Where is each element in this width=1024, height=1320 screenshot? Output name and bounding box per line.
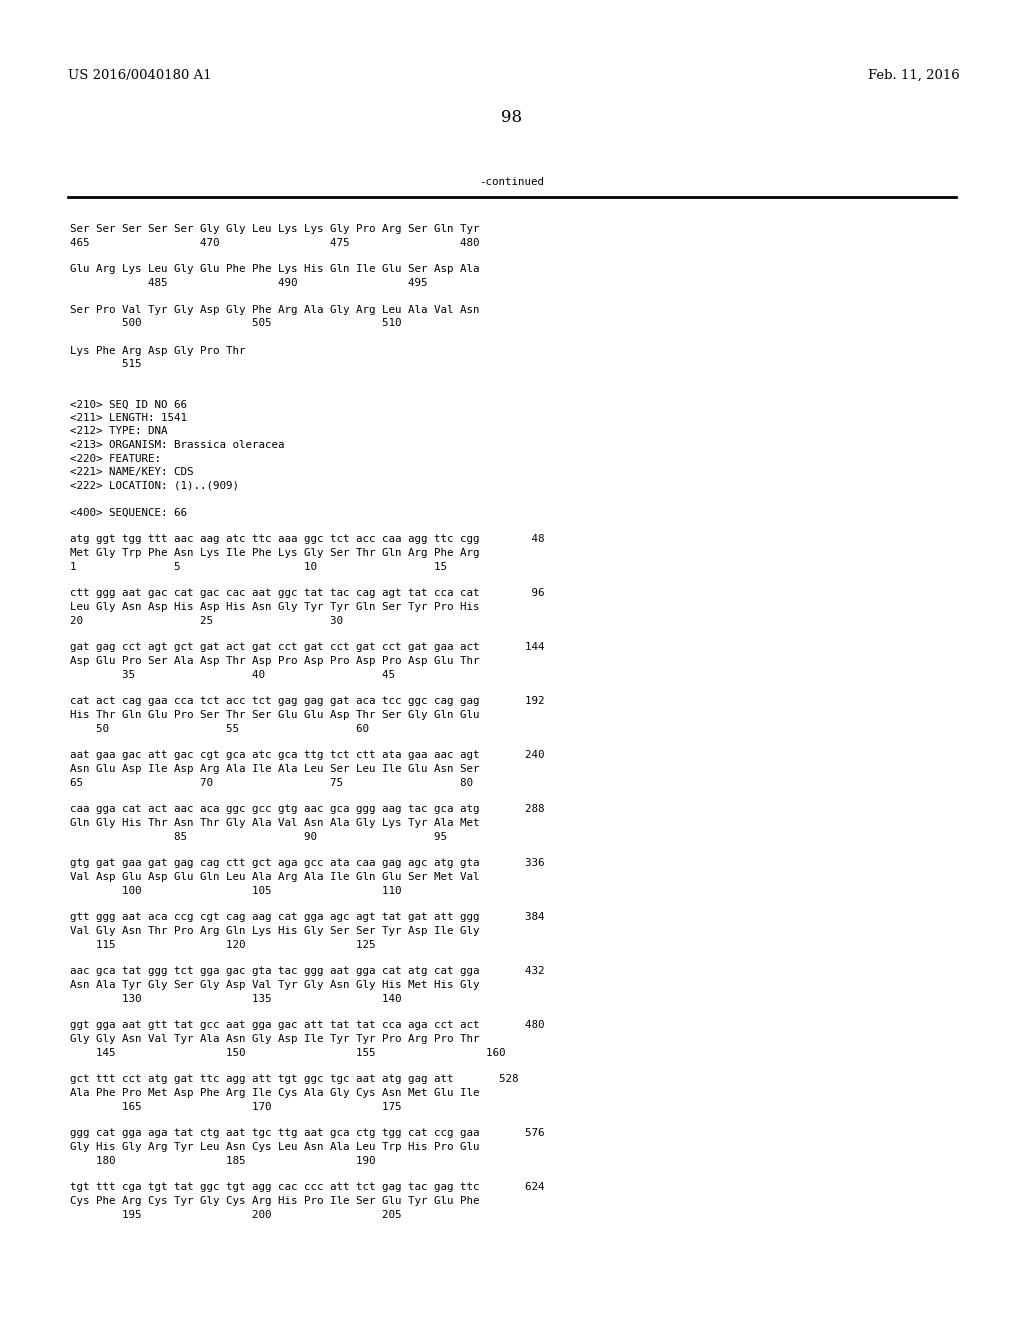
Text: ggg cat gga aga tat ctg aat tgc ttg aat gca ctg tgg cat ccg gaa       576: ggg cat gga aga tat ctg aat tgc ttg aat … (70, 1129, 545, 1138)
Text: Gln Gly His Thr Asn Thr Gly Ala Val Asn Ala Gly Lys Tyr Ala Met: Gln Gly His Thr Asn Thr Gly Ala Val Asn … (70, 818, 479, 828)
Text: 515: 515 (70, 359, 141, 370)
Text: Ser Pro Val Tyr Gly Asp Gly Phe Arg Ala Gly Arg Leu Ala Val Asn: Ser Pro Val Tyr Gly Asp Gly Phe Arg Ala … (70, 305, 479, 315)
Text: atg ggt tgg ttt aac aag atc ttc aaa ggc tct acc caa agg ttc cgg        48: atg ggt tgg ttt aac aag atc ttc aaa ggc … (70, 535, 545, 544)
Text: Leu Gly Asn Asp His Asp His Asn Gly Tyr Tyr Gln Ser Tyr Pro His: Leu Gly Asn Asp His Asp His Asn Gly Tyr … (70, 602, 479, 612)
Text: Glu Arg Lys Leu Gly Glu Phe Phe Lys His Gln Ile Glu Ser Asp Ala: Glu Arg Lys Leu Gly Glu Phe Phe Lys His … (70, 264, 479, 275)
Text: 180                 185                 190: 180 185 190 (70, 1155, 376, 1166)
Text: <220> FEATURE:: <220> FEATURE: (70, 454, 161, 463)
Text: US 2016/0040180 A1: US 2016/0040180 A1 (68, 69, 212, 82)
Text: 85                  90                  95: 85 90 95 (70, 832, 447, 842)
Text: Gly His Gly Arg Tyr Leu Asn Cys Leu Asn Ala Leu Trp His Pro Glu: Gly His Gly Arg Tyr Leu Asn Cys Leu Asn … (70, 1142, 479, 1152)
Text: gct ttt cct atg gat ttc agg att tgt ggc tgc aat atg gag att       528: gct ttt cct atg gat ttc agg att tgt ggc … (70, 1074, 518, 1085)
Text: Ser Ser Ser Ser Ser Gly Gly Leu Lys Lys Gly Pro Arg Ser Gln Tyr: Ser Ser Ser Ser Ser Gly Gly Leu Lys Lys … (70, 224, 479, 234)
Text: 100                 105                 110: 100 105 110 (70, 886, 401, 895)
Text: gat gag cct agt gct gat act gat cct gat cct gat cct gat gaa act       144: gat gag cct agt gct gat act gat cct gat … (70, 643, 545, 652)
Text: gtt ggg aat aca ccg cgt cag aag cat gga agc agt tat gat att ggg       384: gtt ggg aat aca ccg cgt cag aag cat gga … (70, 912, 545, 923)
Text: Feb. 11, 2016: Feb. 11, 2016 (868, 69, 961, 82)
Text: <213> ORGANISM: Brassica oleracea: <213> ORGANISM: Brassica oleracea (70, 440, 285, 450)
Text: Met Gly Trp Phe Asn Lys Ile Phe Lys Gly Ser Thr Gln Arg Phe Arg: Met Gly Trp Phe Asn Lys Ile Phe Lys Gly … (70, 548, 479, 558)
Text: <212> TYPE: DNA: <212> TYPE: DNA (70, 426, 168, 437)
Text: Gly Gly Asn Val Tyr Ala Asn Gly Asp Ile Tyr Tyr Pro Arg Pro Thr: Gly Gly Asn Val Tyr Ala Asn Gly Asp Ile … (70, 1034, 479, 1044)
Text: Val Gly Asn Thr Pro Arg Gln Lys His Gly Ser Ser Tyr Asp Ile Gly: Val Gly Asn Thr Pro Arg Gln Lys His Gly … (70, 927, 479, 936)
Text: gtg gat gaa gat gag cag ctt gct aga gcc ata caa gag agc atg gta       336: gtg gat gaa gat gag cag ctt gct aga gcc … (70, 858, 545, 869)
Text: caa gga cat act aac aca ggc gcc gtg aac gca ggg aag tac gca atg       288: caa gga cat act aac aca ggc gcc gtg aac … (70, 804, 545, 814)
Text: His Thr Gln Glu Pro Ser Thr Ser Glu Glu Asp Thr Ser Gly Gln Glu: His Thr Gln Glu Pro Ser Thr Ser Glu Glu … (70, 710, 479, 719)
Text: <222> LOCATION: (1)..(909): <222> LOCATION: (1)..(909) (70, 480, 239, 491)
Text: cat act cag gaa cca tct acc tct gag gag gat aca tcc ggc cag gag       192: cat act cag gaa cca tct acc tct gag gag … (70, 697, 545, 706)
Text: ctt ggg aat gac cat gac cac aat ggc tat tac cag agt tat cca cat        96: ctt ggg aat gac cat gac cac aat ggc tat … (70, 589, 545, 598)
Text: 20                  25                  30: 20 25 30 (70, 615, 343, 626)
Text: 485                 490                 495: 485 490 495 (70, 279, 427, 288)
Text: <210> SEQ ID NO 66: <210> SEQ ID NO 66 (70, 400, 187, 409)
Text: aac gca tat ggg tct gga gac gta tac ggg aat gga cat atg cat gga       432: aac gca tat ggg tct gga gac gta tac ggg … (70, 966, 545, 977)
Text: Cys Phe Arg Cys Tyr Gly Cys Arg His Pro Ile Ser Glu Tyr Glu Phe: Cys Phe Arg Cys Tyr Gly Cys Arg His Pro … (70, 1196, 479, 1206)
Text: 1               5                   10                  15: 1 5 10 15 (70, 561, 447, 572)
Text: 195                 200                 205: 195 200 205 (70, 1209, 401, 1220)
Text: <221> NAME/KEY: CDS: <221> NAME/KEY: CDS (70, 467, 194, 477)
Text: <400> SEQUENCE: 66: <400> SEQUENCE: 66 (70, 507, 187, 517)
Text: aat gaa gac att gac cgt gca atc gca ttg tct ctt ata gaa aac agt       240: aat gaa gac att gac cgt gca atc gca ttg … (70, 751, 545, 760)
Text: Asp Glu Pro Ser Ala Asp Thr Asp Pro Asp Pro Asp Pro Asp Glu Thr: Asp Glu Pro Ser Ala Asp Thr Asp Pro Asp … (70, 656, 479, 667)
Text: tgt ttt cga tgt tat ggc tgt agg cac ccc att tct gag tac gag ttc       624: tgt ttt cga tgt tat ggc tgt agg cac ccc … (70, 1183, 545, 1192)
Text: 500                 505                 510: 500 505 510 (70, 318, 401, 329)
Text: 145                 150                 155                 160: 145 150 155 160 (70, 1048, 506, 1057)
Text: 130                 135                 140: 130 135 140 (70, 994, 401, 1003)
Text: Val Asp Glu Asp Glu Gln Leu Ala Arg Ala Ile Gln Glu Ser Met Val: Val Asp Glu Asp Glu Gln Leu Ala Arg Ala … (70, 873, 479, 882)
Text: 165                 170                 175: 165 170 175 (70, 1101, 401, 1111)
Text: ggt gga aat gtt tat gcc aat gga gac att tat tat cca aga cct act       480: ggt gga aat gtt tat gcc aat gga gac att … (70, 1020, 545, 1031)
Text: 465                 470                 475                 480: 465 470 475 480 (70, 238, 479, 248)
Text: Lys Phe Arg Asp Gly Pro Thr: Lys Phe Arg Asp Gly Pro Thr (70, 346, 246, 355)
Text: -continued: -continued (479, 177, 545, 187)
Text: 115                 120                 125: 115 120 125 (70, 940, 376, 949)
Text: Ala Phe Pro Met Asp Phe Arg Ile Cys Ala Gly Cys Asn Met Glu Ile: Ala Phe Pro Met Asp Phe Arg Ile Cys Ala … (70, 1088, 479, 1098)
Text: 35                  40                  45: 35 40 45 (70, 669, 395, 680)
Text: 98: 98 (502, 110, 522, 127)
Text: 65                  70                  75                  80: 65 70 75 80 (70, 777, 473, 788)
Text: Asn Ala Tyr Gly Ser Gly Asp Val Tyr Gly Asn Gly His Met His Gly: Asn Ala Tyr Gly Ser Gly Asp Val Tyr Gly … (70, 979, 479, 990)
Text: Asn Glu Asp Ile Asp Arg Ala Ile Ala Leu Ser Leu Ile Glu Asn Ser: Asn Glu Asp Ile Asp Arg Ala Ile Ala Leu … (70, 764, 479, 774)
Text: <211> LENGTH: 1541: <211> LENGTH: 1541 (70, 413, 187, 422)
Text: 50                  55                  60: 50 55 60 (70, 723, 369, 734)
